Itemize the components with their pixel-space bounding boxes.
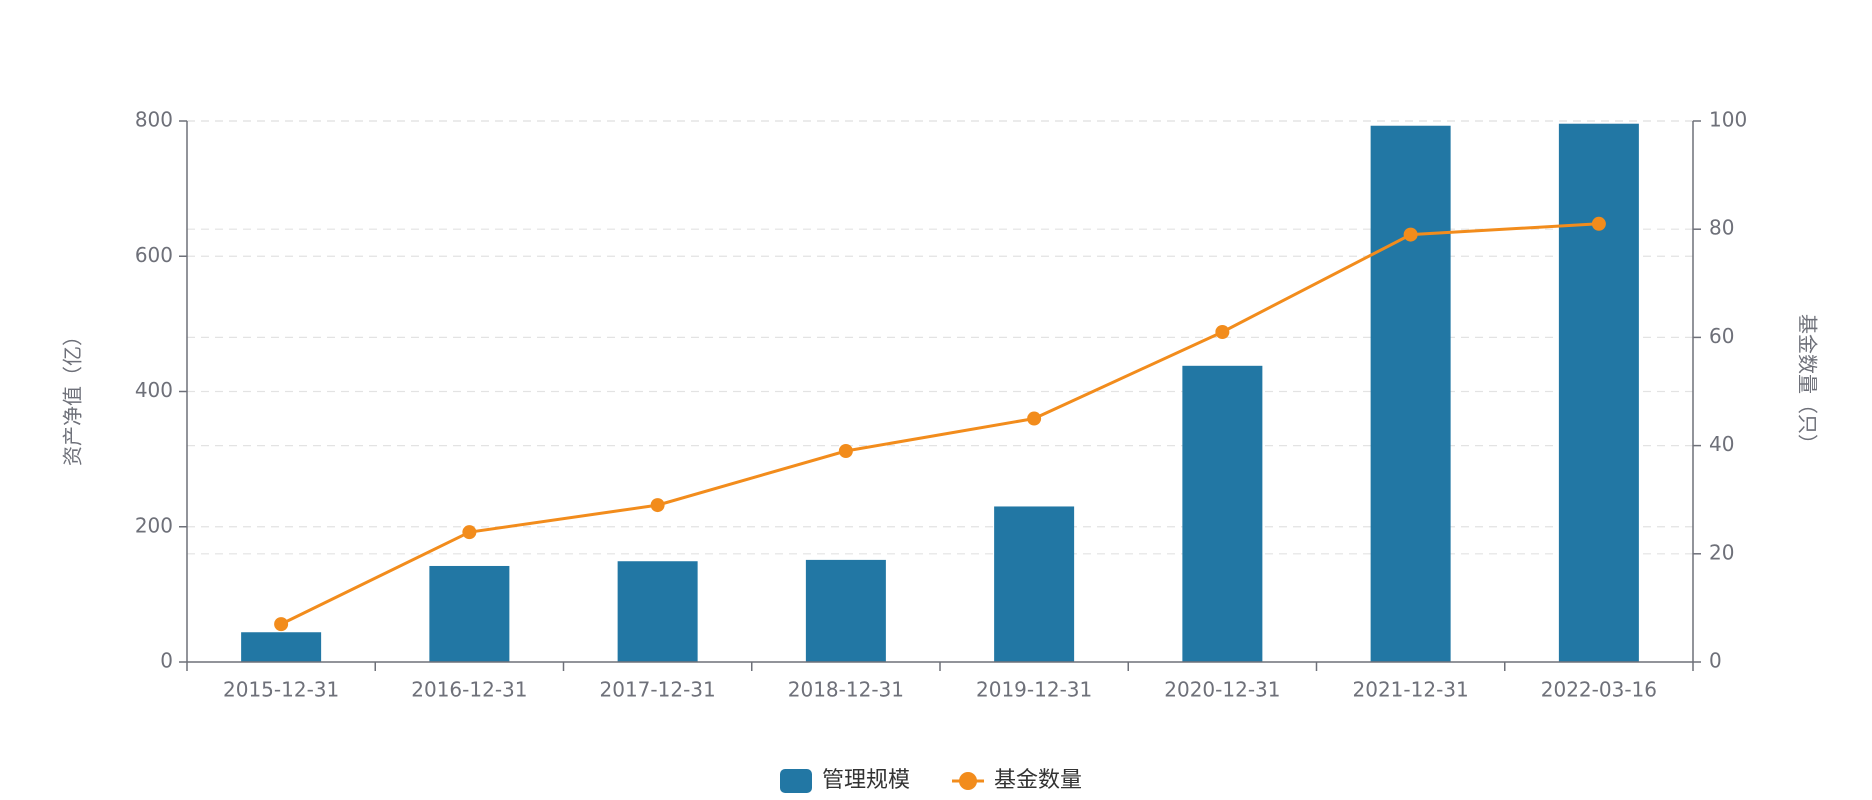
line (280, 222, 1599, 626)
bar (617, 561, 698, 662)
line-point (1403, 227, 1418, 242)
x-tick-label: 2017-12-31 (600, 678, 716, 702)
y-tick-label: 400 (135, 378, 173, 402)
x-tick-label: 2019-12-31 (976, 678, 1092, 702)
y2-tick-label: 40 (1709, 432, 1734, 456)
line-point (838, 444, 853, 459)
y2-tick-label: 60 (1709, 324, 1734, 348)
bar (241, 632, 322, 662)
bar (1558, 123, 1639, 662)
line-point (462, 525, 477, 540)
line-point (274, 617, 289, 632)
bar (429, 565, 510, 662)
bar (1182, 365, 1263, 662)
y2-axis-title: 基金数量（只） (1796, 314, 1820, 454)
x-tick-label: 2022-03-16 (1541, 678, 1657, 702)
line-point (1215, 324, 1230, 339)
legend-swatch (959, 772, 978, 790)
x-tick-label: 2021-12-31 (1353, 678, 1469, 702)
legend-label: 基金数量 (994, 768, 1082, 793)
y-tick-label: 800 (135, 108, 173, 132)
x-tick-label: 2020-12-31 (1164, 678, 1280, 702)
line-point (1591, 216, 1606, 231)
y-tick-label: 0 (160, 649, 173, 673)
legend-swatch (780, 769, 812, 793)
legend-label: 管理规模 (822, 768, 910, 793)
bar (994, 506, 1075, 662)
y2-tick-label: 20 (1709, 540, 1734, 564)
y2-tick-label: 0 (1709, 649, 1722, 673)
y-axis-title: 资产净值（亿） (61, 326, 85, 466)
y2-tick-label: 100 (1709, 108, 1747, 132)
x-tick-label: 2016-12-31 (411, 678, 527, 702)
x-tick-label: 2015-12-31 (223, 678, 339, 702)
x-tick-label: 2018-12-31 (788, 678, 904, 702)
line-point (650, 498, 665, 513)
bar (1370, 125, 1451, 662)
line-point (1027, 411, 1042, 426)
y2-tick-label: 80 (1709, 216, 1734, 240)
bar (805, 559, 886, 662)
y-tick-label: 200 (135, 513, 173, 537)
y-tick-label: 600 (135, 243, 173, 267)
